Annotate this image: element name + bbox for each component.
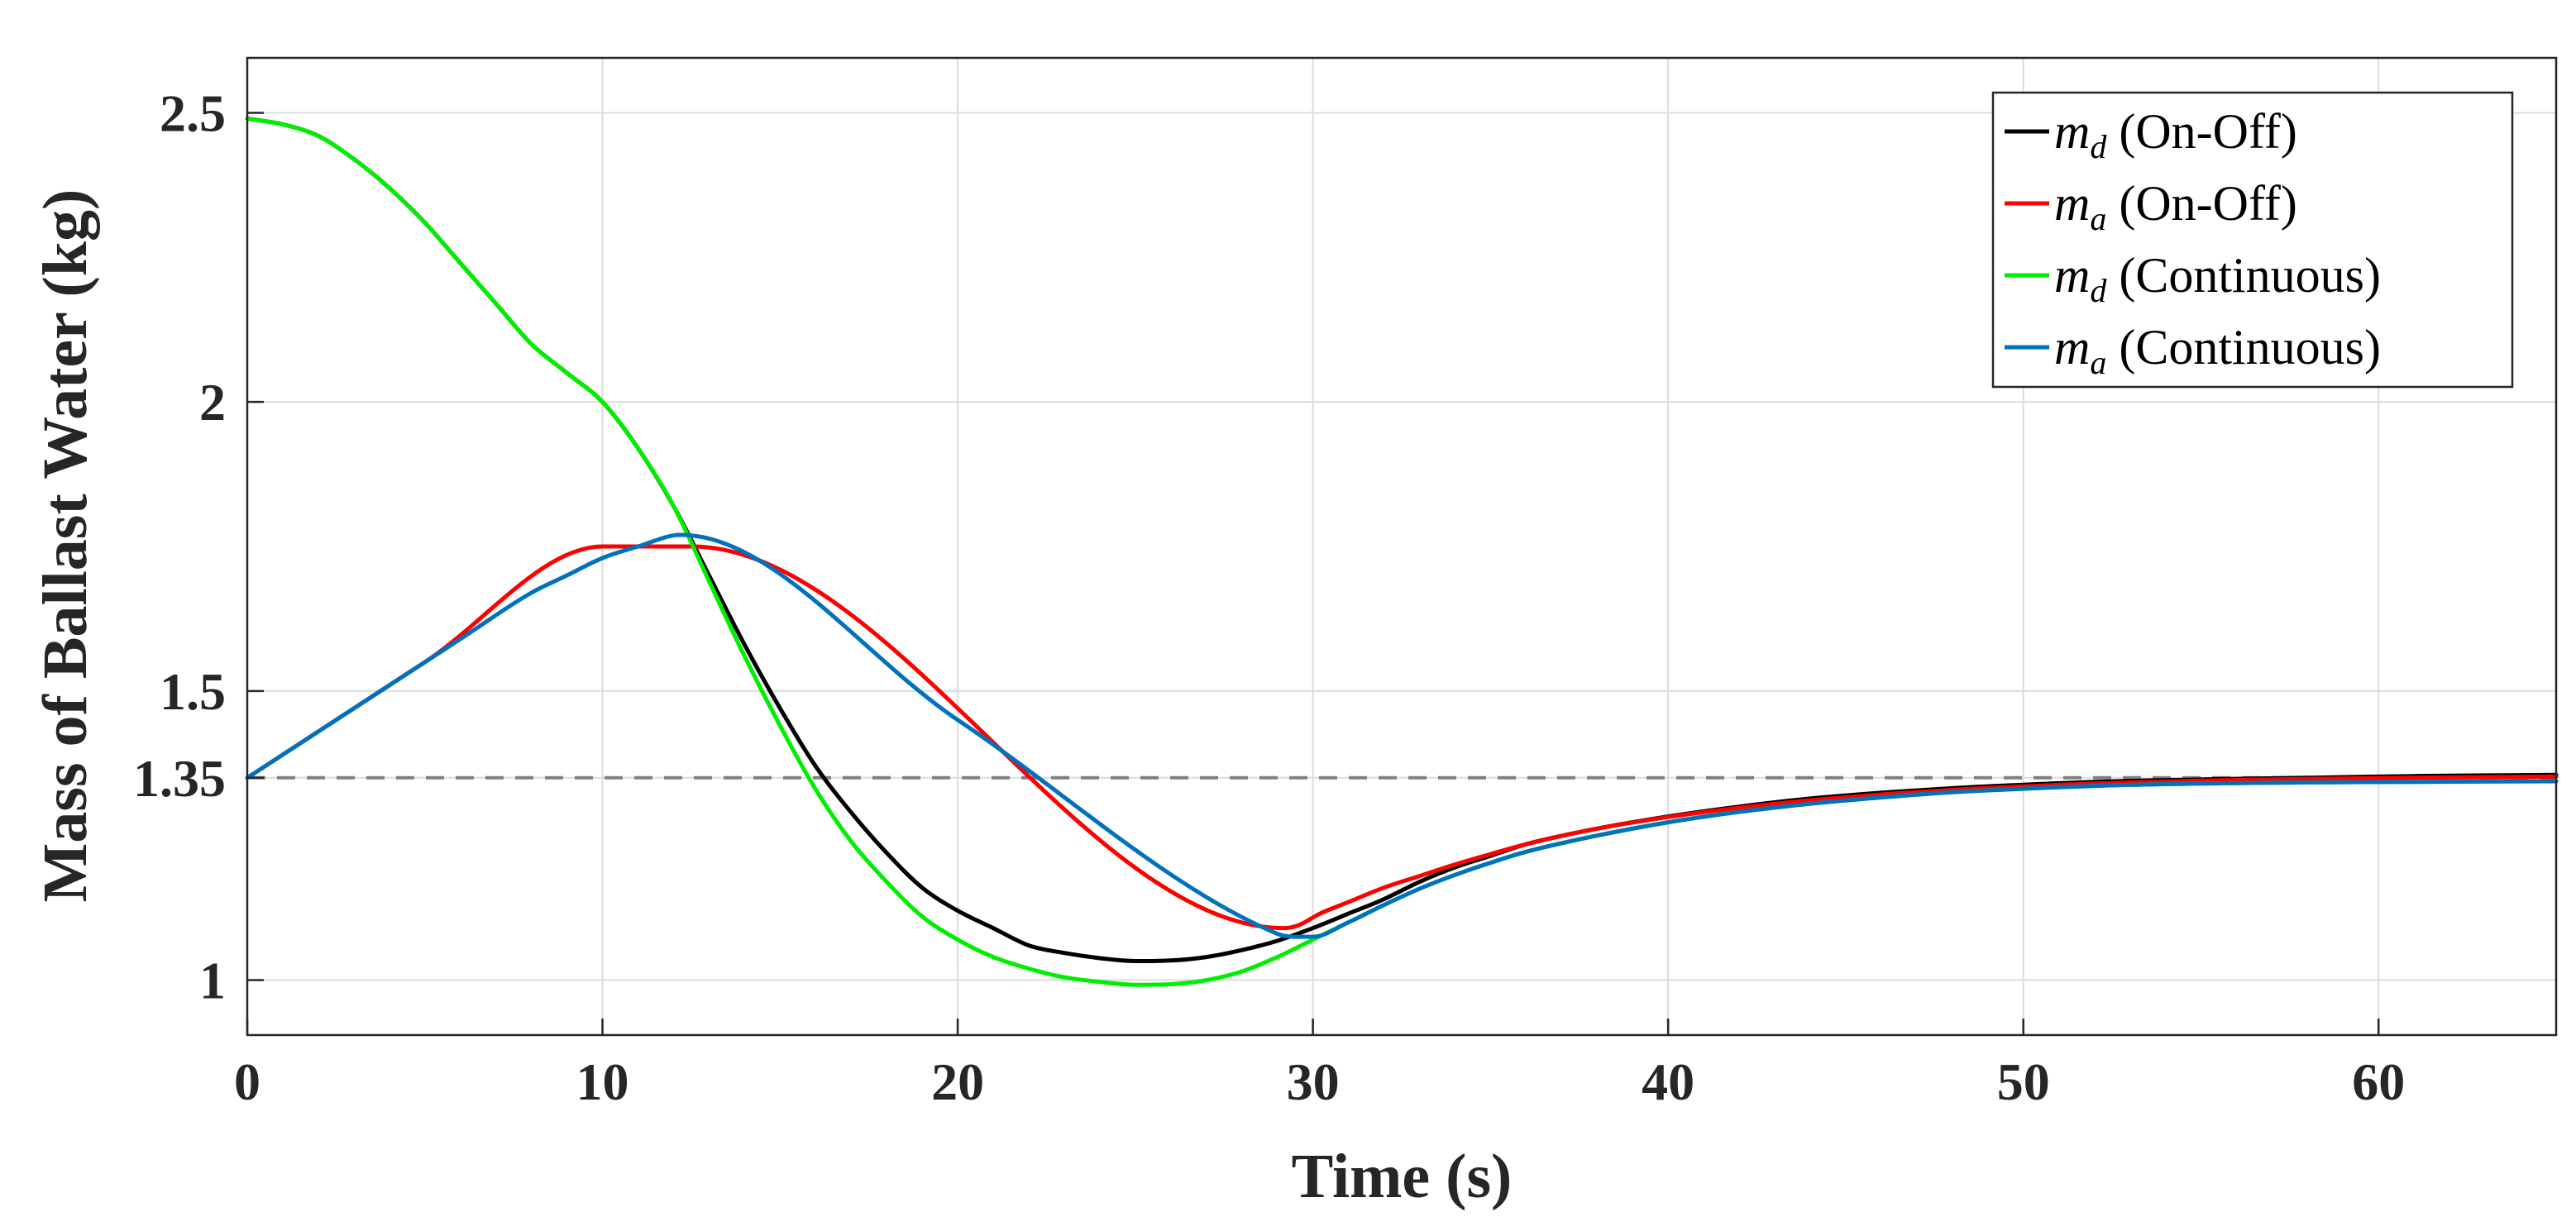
y-axis-label: Mass of Ballast Water (kg) [31, 189, 100, 903]
plot-frame [246, 56, 2558, 1037]
x-tick-label: 40 [1642, 1052, 1694, 1111]
legend: md (On-Off) ma (On-Off) md (Continuous) ma … [1991, 91, 2514, 389]
y-tick-labels: 1 1.35 1.5 2 2.5 [133, 83, 264, 1010]
legend-label-m-a-on-off: ma (On-Off) [2054, 176, 2297, 237]
series-group [245, 116, 2559, 987]
legend-label-m-a-continuous: ma (Continuous) [2054, 320, 2381, 381]
x-tick-label: 60 [2352, 1052, 2405, 1111]
series-line-m-a-continuous [245, 532, 2559, 939]
y-tick-label: 1 [199, 952, 226, 1010]
series-line-m-a-on-off [245, 544, 2559, 931]
y-tick-label: 2 [199, 373, 226, 432]
x-tick-labels: 0 10 20 30 40 50 60 [234, 1019, 2405, 1111]
y-tick-label: 2.5 [160, 83, 226, 142]
legend-label-m-d-continuous: md (Continuous) [2054, 248, 2381, 309]
x-tick-label: 0 [234, 1052, 260, 1111]
x-tick-label: 10 [576, 1052, 629, 1111]
legend-box [1991, 91, 2514, 389]
y-tick-label: 1.5 [160, 662, 226, 721]
x-axis-label: Time (s) [1292, 1142, 1513, 1211]
y-tick-label: 1.35 [133, 749, 226, 808]
legend-label-m-d-on-off: md (On-Off) [2054, 104, 2297, 165]
x-tick-label: 50 [1997, 1052, 2050, 1111]
x-tick-label: 30 [1287, 1052, 1340, 1111]
x-tick-label: 20 [931, 1052, 984, 1111]
